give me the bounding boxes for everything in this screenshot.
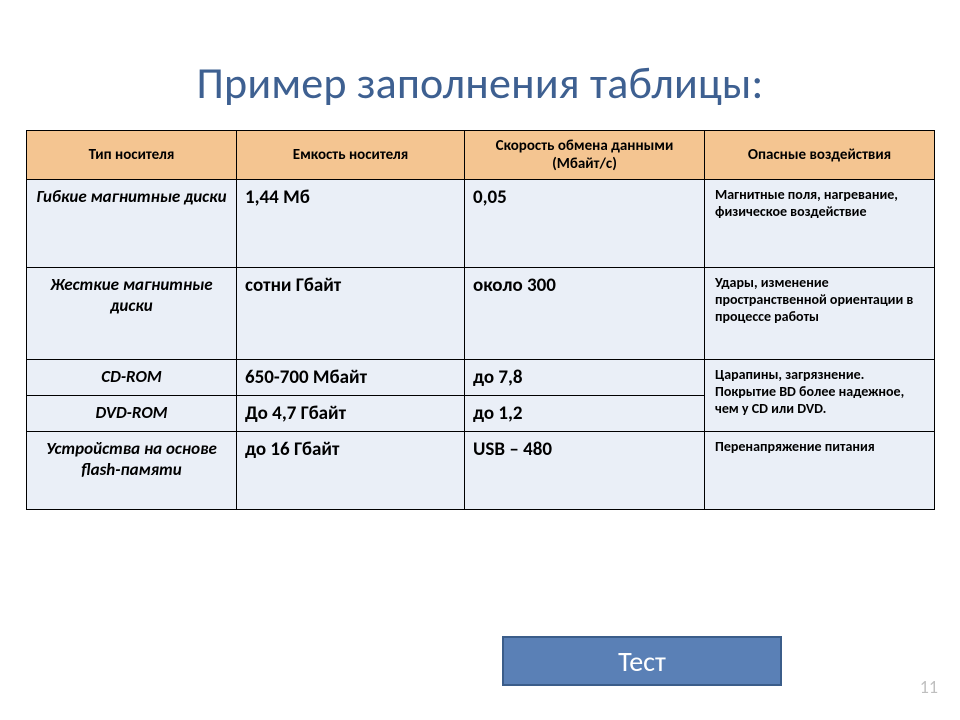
speed-cell: около 300 bbox=[465, 268, 705, 360]
speed-cell: до 1,2 bbox=[465, 396, 705, 432]
table-row: CD-ROM650-700 Мбайтдо 7,8Царапины, загря… bbox=[27, 360, 935, 396]
slide-title: Пример заполнения таблицы: bbox=[0, 56, 960, 110]
capacity-cell: 1,44 Мб bbox=[237, 180, 465, 268]
table-row: Гибкие магнитные диски1,44 Мб0,05Магнитн… bbox=[27, 180, 935, 268]
slide: Пример заполнения таблицы: Тип носителя … bbox=[0, 0, 960, 720]
table-body: Гибкие магнитные диски1,44 Мб0,05Магнитн… bbox=[27, 180, 935, 510]
test-button[interactable]: Тест bbox=[502, 636, 782, 686]
danger-cell: Магнитные поля, нагревание, физическое в… bbox=[705, 180, 935, 268]
table-header-cell: Скорость обмена данными (Мбайт/с) bbox=[465, 131, 705, 180]
table-row: Устройства на основе flash-памятидо 16 Г… bbox=[27, 432, 935, 510]
table-header-cell: Опасные воздействия bbox=[705, 131, 935, 180]
capacity-cell: до 16 Гбайт bbox=[237, 432, 465, 510]
danger-cell: Удары, изменение пространственной ориент… bbox=[705, 268, 935, 360]
type-cell: DVD-ROM bbox=[27, 396, 237, 432]
speed-cell: до 7,8 bbox=[465, 360, 705, 396]
table-header-cell: Емкость носителя bbox=[237, 131, 465, 180]
type-cell: Гибкие магнитные диски bbox=[27, 180, 237, 268]
capacity-cell: 650-700 Мбайт bbox=[237, 360, 465, 396]
capacity-cell: До 4,7 Гбайт bbox=[237, 396, 465, 432]
type-cell: CD-ROM bbox=[27, 360, 237, 396]
table-row: Жесткие магнитные дискисотни Гбайтоколо … bbox=[27, 268, 935, 360]
speed-cell: USB – 480 bbox=[465, 432, 705, 510]
table-header-row: Тип носителя Емкость носителя Скорость о… bbox=[27, 131, 935, 180]
danger-cell: Перенапряжение питания bbox=[705, 432, 935, 510]
test-button-label: Тест bbox=[618, 644, 666, 679]
type-cell: Устройства на основе flash-памяти bbox=[27, 432, 237, 510]
storage-table: Тип носителя Емкость носителя Скорость о… bbox=[26, 130, 935, 510]
page-number: 11 bbox=[920, 676, 938, 698]
speed-cell: 0,05 bbox=[465, 180, 705, 268]
capacity-cell: сотни Гбайт bbox=[237, 268, 465, 360]
table-head: Тип носителя Емкость носителя Скорость о… bbox=[27, 131, 935, 180]
danger-cell: Царапины, загрязнение. Покрытие BD более… bbox=[705, 360, 935, 432]
table-header-cell: Тип носителя bbox=[27, 131, 237, 180]
type-cell: Жесткие магнитные диски bbox=[27, 268, 237, 360]
